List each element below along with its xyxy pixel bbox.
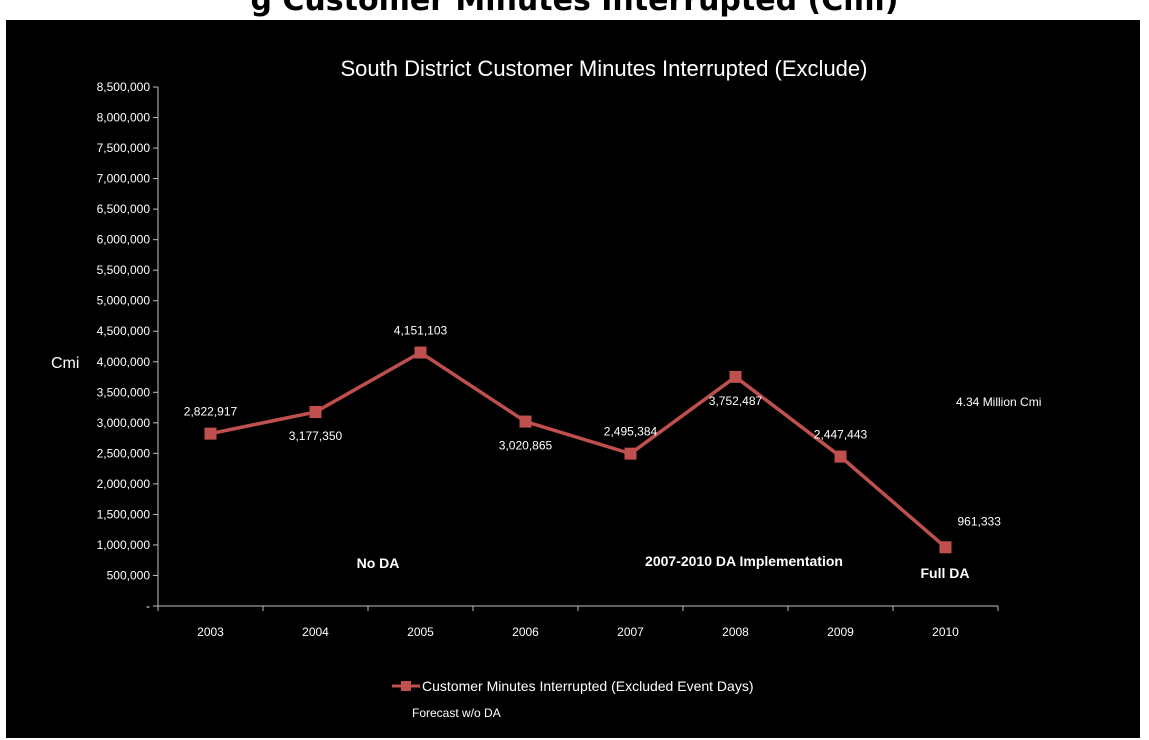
y-axis-label: Cmi xyxy=(51,355,79,372)
series-line xyxy=(210,350,947,549)
data-label: 2,447,443 xyxy=(814,428,868,442)
annotation-implementation: 2007-2010 DA Implementation xyxy=(645,553,843,569)
x-tick-label: 2006 xyxy=(512,625,539,639)
data-label: 2,495,384 xyxy=(604,425,658,439)
data-label: 3,177,350 xyxy=(289,429,343,443)
chart-title: South District Customer Minutes Interrup… xyxy=(341,56,868,81)
y-tick-label: 2,000,000 xyxy=(97,477,151,491)
x-tick-label: 2005 xyxy=(407,625,434,639)
chart-panel: South District Customer Minutes Interrup… xyxy=(6,20,1140,738)
y-tick-label: 6,500,000 xyxy=(97,202,151,216)
data-label: 961,333 xyxy=(958,514,1002,528)
x-tick-label: 2009 xyxy=(827,625,854,639)
x-tick-label: 2010 xyxy=(932,625,959,639)
data-point-marker xyxy=(729,370,742,383)
data-labels: 2,822,917 3,177,350 4,151,103 3,020,865 2,49… xyxy=(184,324,1001,529)
y-tick-label: 7,000,000 xyxy=(97,172,151,186)
line-chart: South District Customer Minutes Interrup… xyxy=(51,56,1041,720)
y-tick-label: 3,500,000 xyxy=(97,385,151,399)
data-point-marker xyxy=(309,405,322,418)
x-tick-label: 2004 xyxy=(302,625,329,639)
y-tick-label: 6,000,000 xyxy=(97,233,151,247)
data-label: 4,151,103 xyxy=(394,324,448,338)
y-tick-label: 5,500,000 xyxy=(97,263,151,277)
data-point-marker xyxy=(939,541,952,554)
y-tick-labels: - 500,000 1,000,000 1,500,000 2,000,000 2,500… xyxy=(97,80,151,613)
data-point-marker xyxy=(414,346,427,359)
x-tick-label: 2003 xyxy=(197,625,224,639)
data-point-marker xyxy=(204,427,217,440)
y-tick-label: 1,000,000 xyxy=(97,538,151,552)
data-point-marker xyxy=(834,450,847,463)
y-tick-label: 5,000,000 xyxy=(97,294,151,308)
series-line-group xyxy=(204,346,952,554)
x-tick-label: 2008 xyxy=(722,625,749,639)
y-tick-label: 4,500,000 xyxy=(97,324,151,338)
data-point-marker xyxy=(519,415,532,428)
y-tick-label: 4,000,000 xyxy=(97,355,151,369)
x-tick-labels: 2003 2004 2005 2006 2007 2008 2009 2010 xyxy=(197,625,959,639)
slide-heading-partial: g Customer Minutes Interrupted (Cmi) xyxy=(250,0,899,18)
annotation-no-da: No DA xyxy=(357,555,400,571)
annotation-forecast-value: 4.34 Million Cmi xyxy=(956,395,1041,409)
data-label: 3,752,487 xyxy=(709,394,763,408)
legend-forecast-label: Forecast w/o DA xyxy=(412,706,501,720)
legend: Customer Minutes Interrupted (Excluded E… xyxy=(392,678,753,720)
y-tick-label: 500,000 xyxy=(107,568,151,582)
legend-series-marker xyxy=(401,681,411,691)
y-tick-label: 8,500,000 xyxy=(97,80,151,94)
y-tick-label: 1,500,000 xyxy=(97,507,151,521)
y-tick-label: 2,500,000 xyxy=(97,446,151,460)
x-tick-label: 2007 xyxy=(617,625,644,639)
data-label: 2,822,917 xyxy=(184,405,238,419)
y-tick-label: - xyxy=(146,599,150,613)
data-point-marker xyxy=(624,447,637,460)
annotation-full-da: Full DA xyxy=(921,565,970,581)
chart-axes xyxy=(153,86,999,611)
legend-series-label: Customer Minutes Interrupted (Excluded E… xyxy=(422,678,753,694)
y-tick-label: 7,500,000 xyxy=(97,141,151,155)
y-tick-label: 3,000,000 xyxy=(97,416,151,430)
data-label: 3,020,865 xyxy=(499,439,553,453)
y-tick-label: 8,000,000 xyxy=(97,111,151,125)
